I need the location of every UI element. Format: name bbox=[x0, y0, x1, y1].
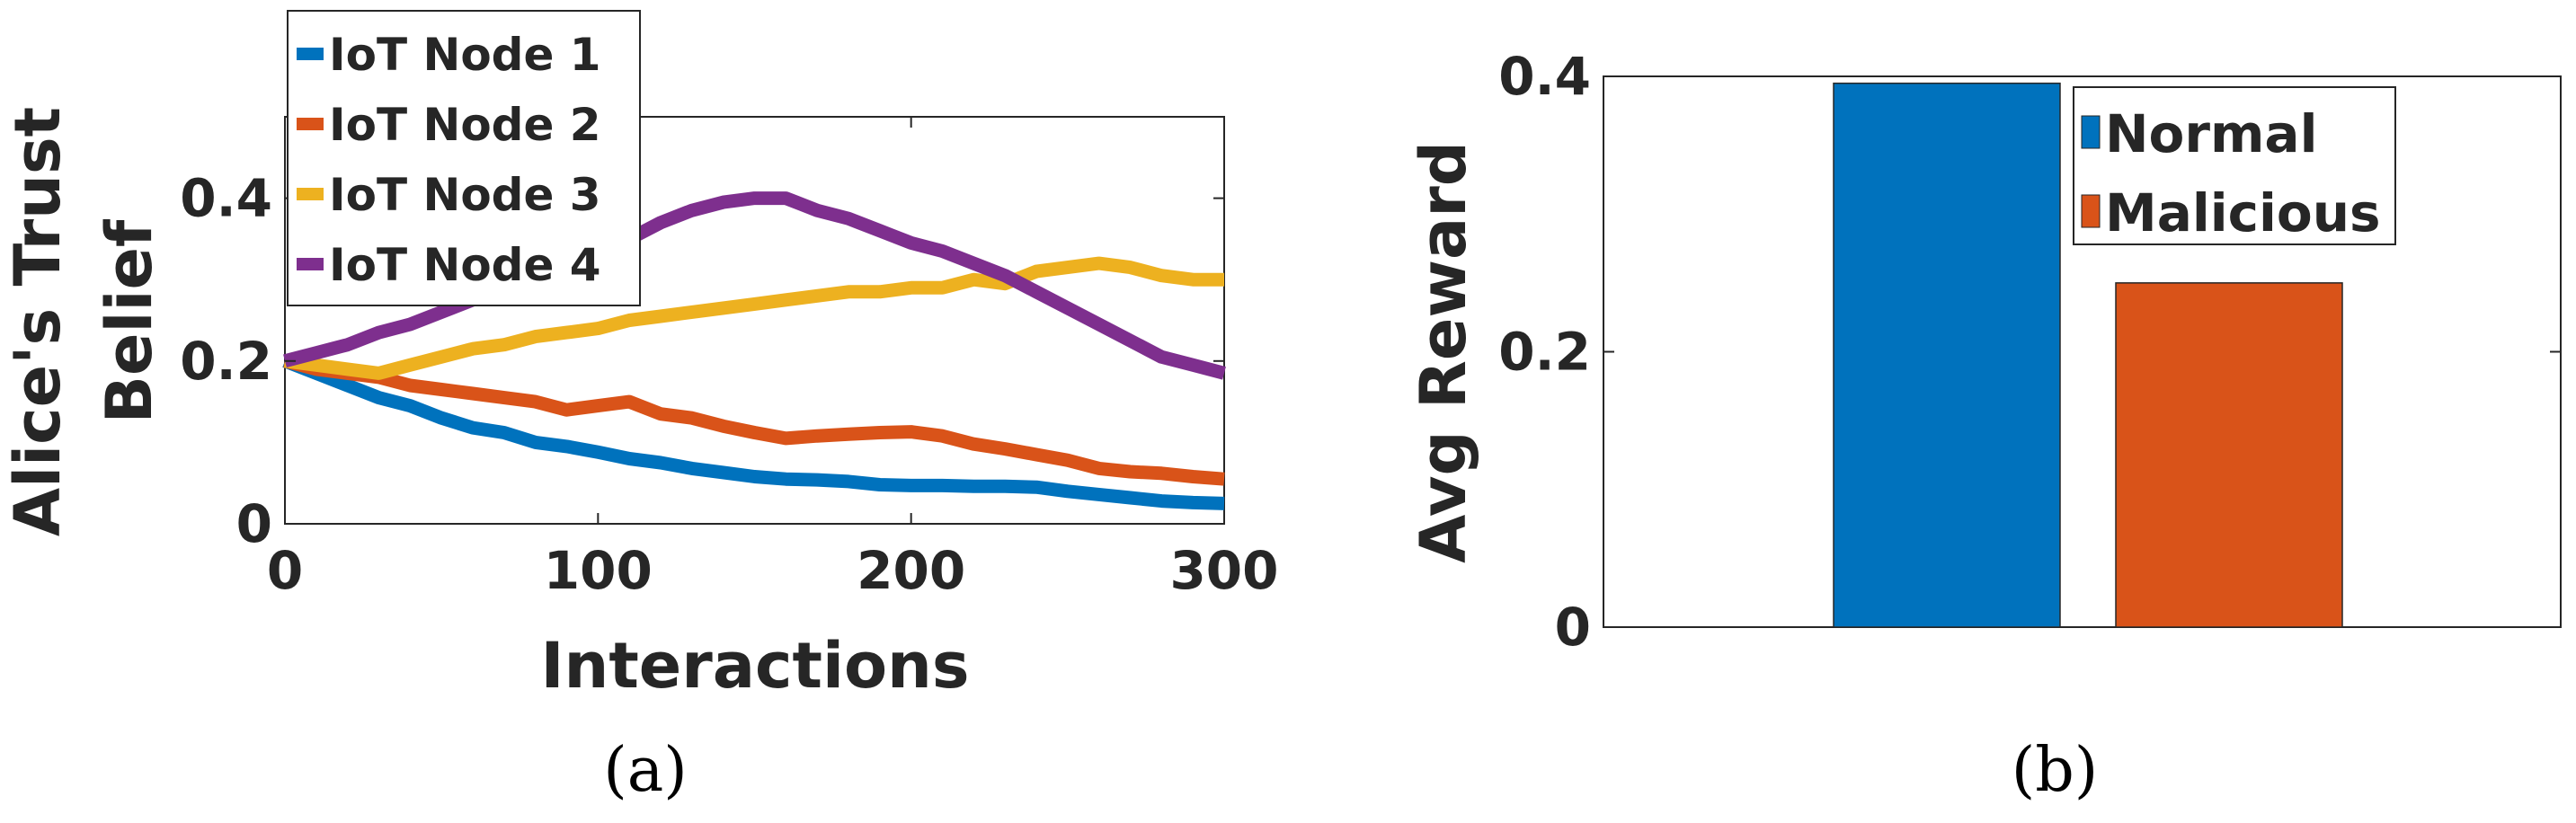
x-tick-label: 0 bbox=[267, 540, 303, 601]
reward-y-ticks: 0 0.2 0.4 bbox=[1498, 46, 2561, 658]
reward-bars bbox=[1833, 82, 2343, 628]
trust-belief-chart: 0 100 200 300 0 0.2 0.4 Interactions Alice's … bbox=[1, 10, 1279, 806]
trust-y-ticks: 0 0.2 0.4 bbox=[180, 168, 1224, 554]
trust-legend-box bbox=[287, 10, 641, 306]
legend-label-malicious: Malicious bbox=[2105, 182, 2381, 243]
caption-b: (b) bbox=[2012, 735, 2099, 806]
series-line-iot-node-2 bbox=[283, 354, 1225, 486]
avg-reward-chart: 0 0.2 0.4 Avg Reward Normal Malicious (b) bbox=[1407, 46, 2562, 806]
legend-swatch-malicious bbox=[2081, 194, 2101, 228]
trust-x-axis-label: Interactions bbox=[540, 629, 969, 703]
trust-series-lines bbox=[282, 191, 1226, 510]
series-line-iot-node-3 bbox=[284, 256, 1224, 380]
y-tick-label: 0.2 bbox=[180, 331, 272, 392]
y-tick-label: 0.2 bbox=[1498, 322, 1591, 383]
reward-legend: Normal Malicious bbox=[2073, 86, 2396, 245]
series-line-iot-node-4 bbox=[283, 191, 1226, 380]
series-line-iot-node-1 bbox=[282, 354, 1225, 510]
reward-legend-box bbox=[2073, 86, 2396, 245]
trust-y-axis-label-line1: Alice's Trust bbox=[1, 107, 75, 536]
y-tick-label: 0.4 bbox=[1498, 46, 1591, 107]
x-tick-label: 200 bbox=[857, 540, 965, 601]
x-tick-label: 300 bbox=[1169, 540, 1278, 601]
legend-label-iot-node-4: IoT Node 4 bbox=[329, 239, 601, 291]
legend-swatch-normal bbox=[2081, 115, 2101, 149]
legend-label-iot-node-2: IoT Node 2 bbox=[329, 99, 601, 151]
legend-label-iot-node-1: IoT Node 1 bbox=[329, 29, 601, 81]
trust-legend: IoT Node 1 IoT Node 2 IoT Node 3 IoT Node 4 bbox=[287, 10, 641, 306]
bar-normal bbox=[1833, 82, 2061, 628]
reward-y-axis-label: Avg Reward bbox=[1407, 141, 1480, 563]
bar-malicious bbox=[2115, 282, 2343, 628]
x-tick-label: 100 bbox=[544, 540, 653, 601]
y-tick-label: 0 bbox=[236, 493, 272, 554]
legend-label-iot-node-3: IoT Node 3 bbox=[329, 169, 601, 221]
trust-x-ticks: 0 100 200 300 bbox=[267, 117, 1279, 601]
trust-y-axis-label-line2: Belief bbox=[93, 218, 166, 423]
y-tick-label: 0.4 bbox=[180, 168, 272, 229]
legend-label-normal: Normal bbox=[2105, 103, 2317, 164]
caption-a: (a) bbox=[603, 735, 688, 806]
y-tick-label: 0 bbox=[1555, 597, 1591, 658]
